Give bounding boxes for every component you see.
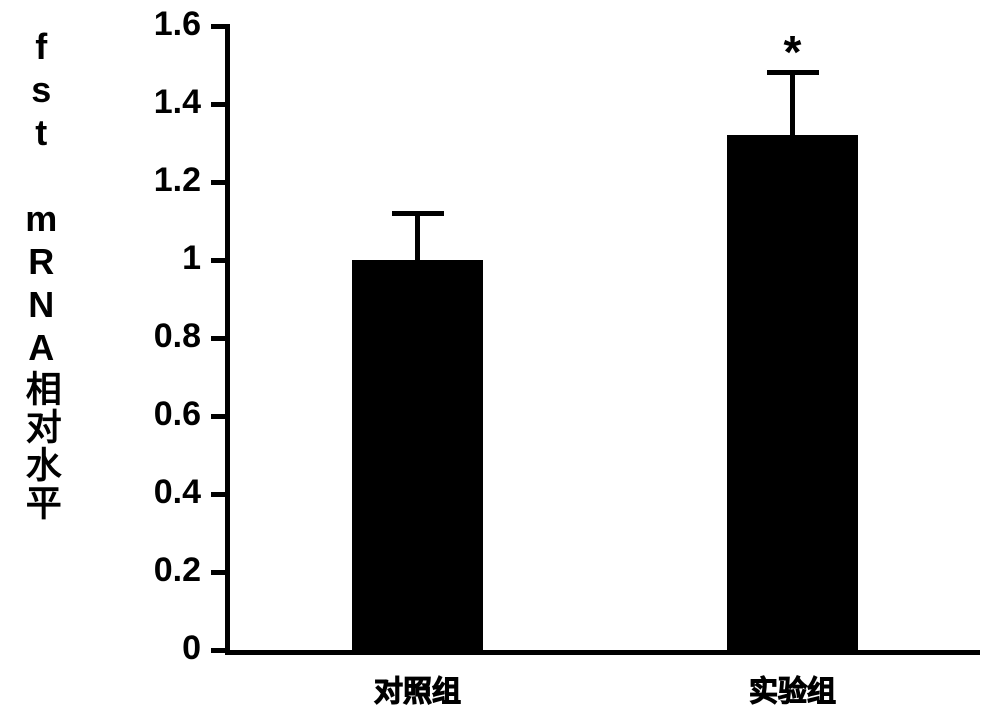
y-tick [211,258,225,263]
y-tick-label: 0.6 [0,395,201,434]
error-bar [415,213,420,260]
y-tick [211,336,225,341]
y-tick-label: 1 [0,239,201,278]
y-tick [211,180,225,185]
y-tick-label: 0.4 [0,473,201,512]
x-category-label: 实验组 [673,668,913,710]
x-axis [225,650,980,655]
y-tick-label: 1.6 [0,5,201,44]
bar [727,135,858,650]
y-axis [225,24,230,655]
error-bar-cap [392,211,444,216]
x-category-label: 对照组 [298,668,538,710]
error-bar [790,73,795,135]
y-tick-label: 0.2 [0,551,201,590]
y-tick [211,492,225,497]
y-tick-label: 0 [0,629,201,668]
y-tick [211,102,225,107]
y-tick [211,648,225,653]
y-tick-label: 1.4 [0,83,201,122]
bar [352,260,483,650]
y-tick-label: 1.2 [0,161,201,200]
y-tick [211,414,225,419]
y-tick [211,24,225,29]
significance-mark: * [753,25,833,79]
y-tick-label: 0.8 [0,317,201,356]
y-tick [211,570,225,575]
chart-container: fst mRNA相对水平 00.20.40.60.811.21.41.6对照组实… [0,0,1008,721]
